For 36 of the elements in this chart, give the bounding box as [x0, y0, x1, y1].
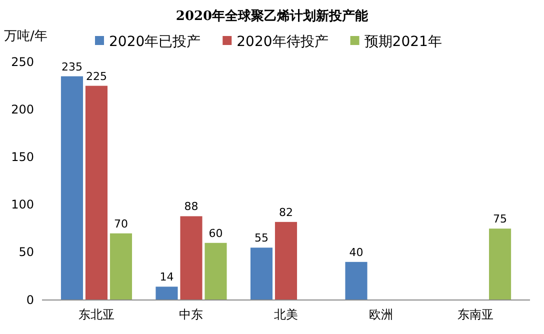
bar [85, 86, 108, 300]
data-label: 88 [184, 200, 198, 214]
bar [250, 248, 273, 300]
chart-title: 2020年全球聚乙烯计划新投产能 [176, 8, 370, 24]
bar [204, 242, 227, 300]
x-tick-label: 北美 [274, 308, 298, 322]
x-tick-label: 欧洲 [368, 308, 393, 322]
legend-label: 预期2021年 [364, 34, 442, 50]
data-label: 40 [349, 246, 364, 259]
bar [60, 76, 84, 300]
legend-label: 2020年待投产 [236, 34, 328, 50]
data-label: 235 [61, 60, 82, 74]
data-label: 82 [279, 206, 293, 219]
data-label: 60 [208, 226, 223, 240]
bar [156, 286, 178, 300]
y-tick-label: 200 [11, 102, 34, 116]
data-label: 75 [493, 212, 508, 226]
data-label: 70 [114, 217, 128, 230]
x-tick-label: 中东 [179, 308, 204, 322]
y-tick-label: 150 [11, 150, 34, 164]
y-tick-label: 250 [11, 54, 34, 69]
x-tick-label: 东南亚 [458, 308, 494, 322]
y-tick-label: 50 [18, 245, 34, 260]
y-axis-title: 万吨/年 [4, 29, 48, 44]
bar [488, 228, 512, 300]
bar [110, 233, 132, 300]
data-label: 225 [86, 70, 107, 83]
bar [345, 262, 368, 300]
bar [180, 216, 202, 300]
data-label: 14 [160, 270, 174, 284]
legend-label: 2020年已投产 [109, 34, 201, 50]
data-label: 55 [254, 232, 268, 245]
bar [274, 222, 298, 300]
y-tick-label: 0 [26, 292, 34, 307]
x-tick-label: 东北亚 [78, 308, 114, 322]
y-tick-label: 100 [11, 198, 34, 212]
